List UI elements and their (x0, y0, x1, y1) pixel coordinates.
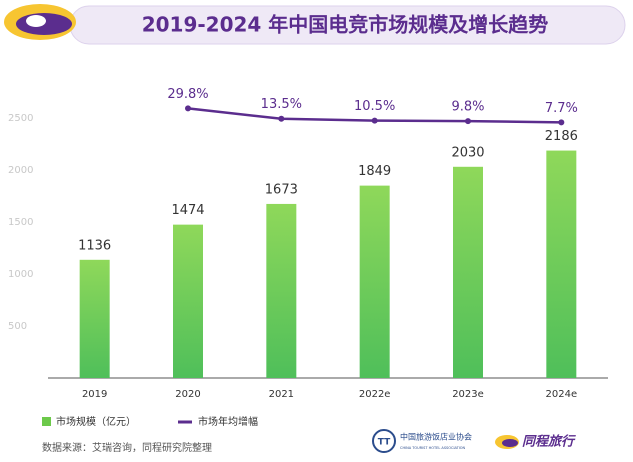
x-tick-label: 2022e (359, 389, 391, 400)
x-tick-label: 2023e (452, 389, 484, 400)
line-value-label: 29.8% (167, 87, 208, 102)
x-tick-label: 2021 (269, 389, 294, 400)
bar-value-label: 2030 (451, 145, 484, 160)
brand-name: 同程旅行 (522, 434, 576, 450)
bar (173, 224, 203, 378)
bar (266, 203, 297, 378)
brand-logo (502, 439, 518, 447)
growth-point (465, 118, 471, 125)
bar-value-label: 1136 (78, 238, 111, 253)
bar (453, 166, 483, 378)
bar-value-label: 1474 (171, 203, 204, 218)
bar-value-label: 2186 (545, 129, 578, 144)
growth-point (185, 105, 191, 112)
bar-value-label: 1673 (265, 182, 298, 197)
line-value-label: 9.8% (451, 100, 484, 115)
association-logo: TT (372, 429, 396, 453)
legend-swatch (42, 417, 51, 426)
y-tick-label: 2500 (8, 113, 33, 124)
source-note: 数据来源：艾瑞咨询，同程研究院整理 (42, 441, 212, 454)
bar (79, 259, 110, 378)
line-value-label: 7.7% (545, 101, 578, 116)
legend-label: 市场年均增幅 (198, 415, 258, 428)
bar (359, 185, 390, 378)
y-tick-label: 1000 (8, 269, 33, 280)
association-name-en: CHINA TOURIST HOTEL ASSOCIATION (400, 446, 466, 450)
y-tick-label: 1500 (8, 217, 33, 228)
growth-point (278, 115, 285, 122)
y-tick-label: 500 (8, 321, 27, 332)
chart-title: 2019-2024 年中国电竞市场规模及增长趋势 (142, 13, 549, 37)
legend-label: 市场规模（亿元） (56, 415, 136, 428)
bar-value-label: 1849 (358, 164, 391, 179)
x-tick-label: 2024e (546, 389, 578, 400)
line-value-label: 13.5% (261, 97, 302, 112)
x-tick-label: 2019 (82, 389, 107, 400)
association-name: 中国旅游饭店业协会 (400, 432, 472, 442)
growth-point (371, 117, 378, 124)
line-value-label: 10.5% (354, 99, 395, 114)
bar (546, 150, 577, 378)
growth-point (558, 119, 565, 126)
title-logo (4, 4, 76, 40)
svg-text:TT: TT (378, 438, 391, 448)
x-tick-label: 2020 (175, 389, 200, 400)
y-tick-label: 2000 (8, 165, 33, 176)
